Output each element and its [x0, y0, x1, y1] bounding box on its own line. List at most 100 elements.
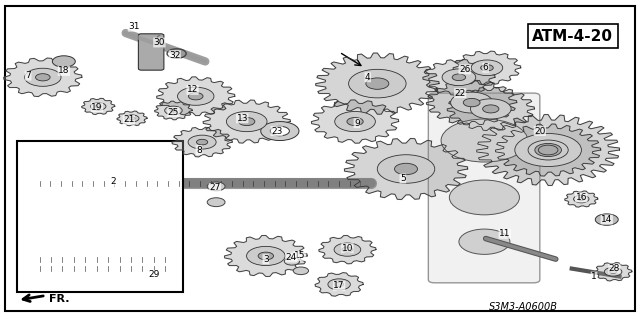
Circle shape	[170, 109, 177, 112]
Text: 22: 22	[454, 89, 466, 98]
Circle shape	[481, 65, 493, 71]
Polygon shape	[495, 124, 601, 176]
Text: 13: 13	[237, 114, 248, 123]
Circle shape	[366, 78, 389, 89]
Circle shape	[164, 106, 182, 115]
Circle shape	[188, 93, 203, 100]
Circle shape	[35, 74, 50, 81]
Circle shape	[125, 115, 139, 122]
FancyBboxPatch shape	[428, 93, 540, 283]
Text: 29: 29	[148, 271, 160, 279]
Polygon shape	[447, 87, 534, 130]
Circle shape	[328, 279, 350, 290]
Circle shape	[188, 135, 216, 149]
Circle shape	[463, 98, 480, 107]
Polygon shape	[595, 263, 632, 281]
Circle shape	[578, 197, 584, 201]
Circle shape	[347, 117, 363, 126]
Text: 14: 14	[601, 215, 612, 224]
Polygon shape	[4, 58, 82, 97]
Text: FR.: FR.	[49, 293, 70, 304]
Circle shape	[459, 229, 510, 254]
Text: C: C	[156, 34, 163, 42]
Circle shape	[284, 257, 300, 265]
Circle shape	[239, 117, 255, 126]
Text: 25: 25	[168, 108, 179, 116]
Text: S3M3-A0600B: S3M3-A0600B	[490, 301, 559, 312]
Circle shape	[293, 267, 308, 275]
Circle shape	[449, 180, 520, 215]
Circle shape	[342, 247, 353, 252]
Text: 1: 1	[591, 272, 597, 281]
Circle shape	[483, 105, 499, 113]
Circle shape	[258, 252, 273, 260]
Polygon shape	[344, 138, 468, 199]
Circle shape	[177, 87, 214, 105]
Polygon shape	[225, 235, 307, 277]
Text: 4: 4	[365, 73, 371, 82]
Polygon shape	[319, 235, 376, 264]
Circle shape	[573, 195, 589, 203]
Bar	[17, 141, 183, 292]
Polygon shape	[312, 100, 399, 143]
Circle shape	[442, 69, 476, 85]
Text: 5: 5	[400, 174, 406, 183]
Text: 16: 16	[575, 193, 587, 202]
Polygon shape	[203, 100, 291, 143]
Text: 28: 28	[609, 264, 620, 273]
Circle shape	[452, 74, 466, 81]
Circle shape	[451, 92, 493, 113]
Text: 11: 11	[499, 229, 511, 238]
Text: 9: 9	[354, 119, 360, 128]
Circle shape	[260, 122, 299, 141]
Circle shape	[441, 119, 528, 162]
Circle shape	[604, 267, 622, 276]
Circle shape	[471, 60, 503, 76]
Text: 17: 17	[333, 281, 345, 291]
Circle shape	[95, 105, 101, 108]
Text: 10: 10	[342, 243, 353, 253]
Text: 32: 32	[169, 51, 180, 60]
Text: 21: 21	[123, 115, 134, 124]
Circle shape	[90, 102, 106, 110]
Text: 12: 12	[187, 85, 198, 94]
Text: 7: 7	[25, 71, 31, 80]
Text: 15: 15	[294, 251, 305, 260]
Circle shape	[129, 117, 135, 120]
Circle shape	[535, 144, 561, 157]
Circle shape	[334, 243, 361, 256]
Circle shape	[378, 155, 435, 183]
Polygon shape	[477, 115, 620, 185]
Circle shape	[227, 111, 267, 132]
Circle shape	[207, 182, 225, 191]
Polygon shape	[453, 51, 521, 85]
Polygon shape	[82, 98, 115, 115]
Circle shape	[246, 246, 285, 265]
Text: 6: 6	[483, 63, 488, 72]
Circle shape	[52, 56, 76, 67]
Polygon shape	[423, 59, 495, 95]
Text: 30: 30	[154, 38, 165, 47]
Circle shape	[24, 68, 61, 86]
Polygon shape	[157, 77, 235, 116]
Text: 31: 31	[128, 22, 140, 31]
Text: 18: 18	[58, 66, 70, 76]
Polygon shape	[155, 101, 192, 120]
Text: 3: 3	[263, 255, 269, 263]
Circle shape	[515, 133, 581, 167]
Circle shape	[207, 198, 225, 207]
Circle shape	[610, 270, 616, 273]
Polygon shape	[117, 111, 147, 126]
Text: 23: 23	[271, 127, 282, 136]
Circle shape	[470, 99, 511, 119]
Polygon shape	[172, 127, 232, 157]
Circle shape	[335, 111, 376, 132]
FancyBboxPatch shape	[138, 34, 164, 70]
Text: 19: 19	[92, 103, 103, 112]
Text: 26: 26	[459, 65, 470, 74]
Circle shape	[528, 140, 568, 160]
Polygon shape	[316, 53, 439, 114]
Text: 24: 24	[285, 253, 297, 262]
Circle shape	[595, 214, 618, 225]
Circle shape	[394, 163, 417, 175]
